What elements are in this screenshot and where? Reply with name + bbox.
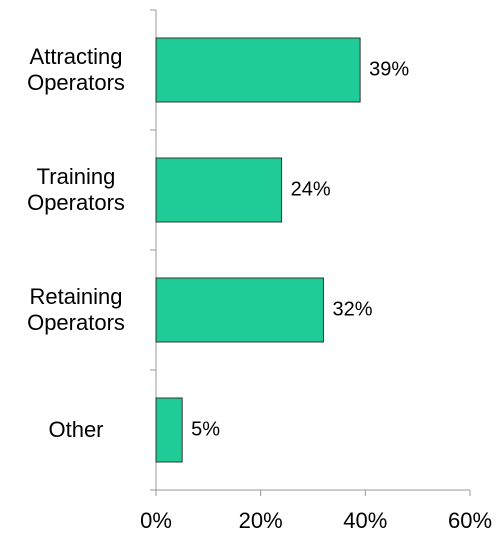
value-label: 39% <box>369 58 409 80</box>
x-tick-label: 20% <box>239 508 283 533</box>
x-tick-label: 0% <box>140 508 172 533</box>
y-tick-label: Training Operators <box>27 164 125 215</box>
bar <box>155 37 361 103</box>
value-label: 24% <box>291 178 331 200</box>
y-tick-label: Attracting Operators <box>27 44 125 95</box>
bar <box>155 397 183 463</box>
value-label: 5% <box>191 418 220 440</box>
x-tick-label: 60% <box>448 508 492 533</box>
y-tick-label: Other <box>48 417 104 442</box>
y-tick-label: Retaining Operators <box>27 284 125 335</box>
value-label: 32% <box>332 298 372 320</box>
bar <box>155 277 324 343</box>
x-tick-label: 40% <box>343 508 387 533</box>
bar <box>155 157 283 223</box>
